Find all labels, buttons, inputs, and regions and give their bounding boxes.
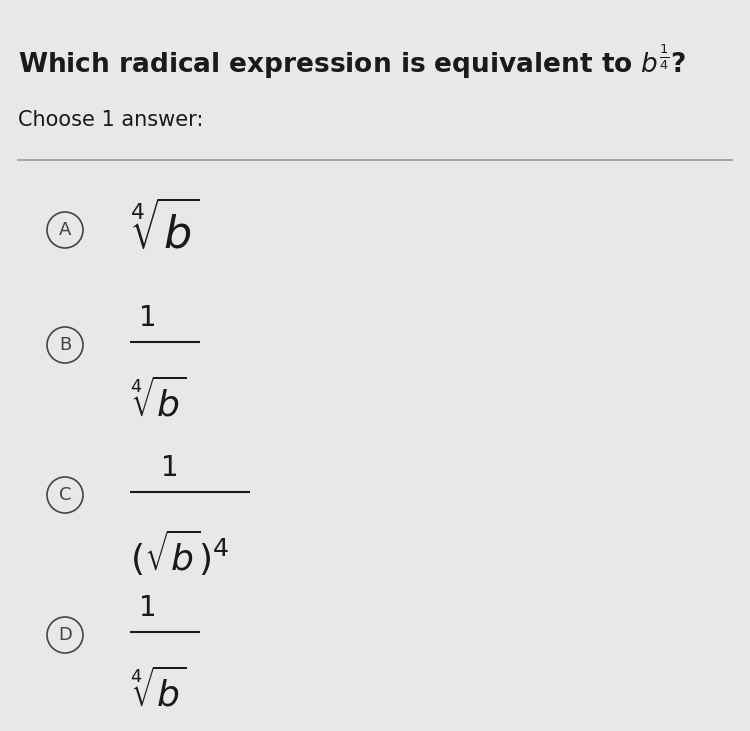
Text: $1$: $1$ — [160, 454, 177, 482]
Text: $\sqrt[4]{b}$: $\sqrt[4]{b}$ — [130, 202, 200, 258]
Text: A: A — [58, 221, 71, 239]
Text: $1$: $1$ — [138, 304, 155, 332]
Text: C: C — [58, 486, 71, 504]
Text: $1$: $1$ — [138, 594, 155, 622]
Text: B: B — [58, 336, 71, 354]
Text: Choose 1 answer:: Choose 1 answer: — [18, 110, 203, 130]
Text: Which radical expression is equivalent to $b^{\frac{1}{4}}$?: Which radical expression is equivalent t… — [18, 42, 686, 80]
Text: $(\sqrt{b})^4$: $(\sqrt{b})^4$ — [130, 528, 230, 578]
Text: $\sqrt[4]{b}$: $\sqrt[4]{b}$ — [130, 668, 187, 713]
Text: D: D — [58, 626, 72, 644]
Text: $\sqrt[4]{b}$: $\sqrt[4]{b}$ — [130, 378, 187, 423]
